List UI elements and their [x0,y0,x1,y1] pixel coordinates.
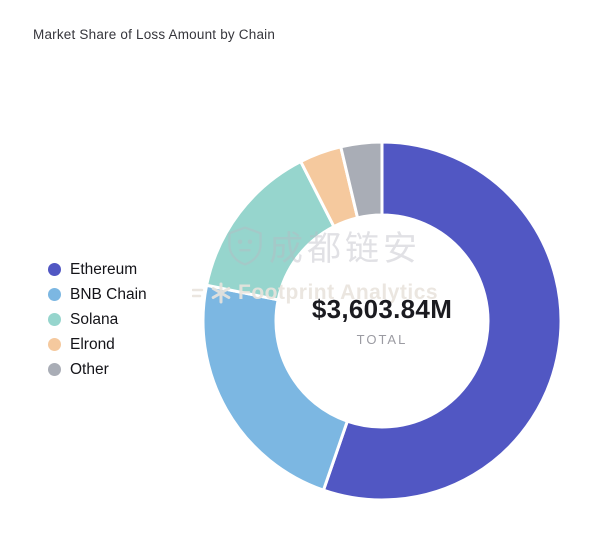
donut-center-text: $3,603.84M TOTAL [272,294,492,347]
legend-dot-elrond [48,338,61,351]
chart-title: Market Share of Loss Amount by Chain [33,27,276,42]
legend-item-bnb-chain[interactable]: BNB Chain [48,282,147,307]
legend-dot-other [48,363,61,376]
legend-dot-ethereum [48,263,61,276]
legend-dot-solana [48,313,61,326]
donut-segment-other[interactable] [339,140,384,220]
legend-label-ethereum: Ethereum [70,260,138,278]
donut-segment-ethereum[interactable] [321,140,563,502]
legend-label-bnb-chain: BNB Chain [70,285,147,303]
legend: Ethereum BNB Chain Solana Elrond Other [48,257,147,382]
legend-label-other: Other [70,360,109,378]
donut-segment-bnb-chain[interactable] [201,283,349,492]
total-value: $3,603.84M [311,294,453,324]
legend-dot-bnb-chain [48,288,61,301]
legend-label-solana: Solana [70,310,119,328]
total-label: TOTAL [356,332,408,347]
legend-label-elrond: Elrond [70,335,115,353]
legend-item-ethereum[interactable]: Ethereum [48,257,147,282]
legend-item-elrond[interactable]: Elrond [48,332,147,357]
legend-item-other[interactable]: Other [48,357,147,382]
legend-item-solana[interactable]: Solana [48,307,147,332]
